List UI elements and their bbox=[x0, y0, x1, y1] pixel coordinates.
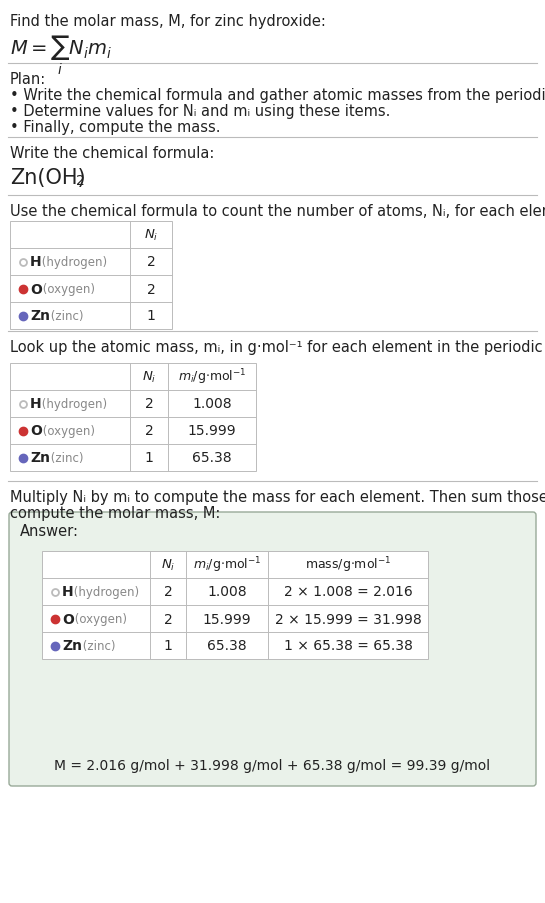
Text: Zn: Zn bbox=[30, 451, 50, 465]
FancyBboxPatch shape bbox=[9, 512, 536, 787]
Text: $m_i$/g$\cdot$mol$^{-1}$: $m_i$/g$\cdot$mol$^{-1}$ bbox=[178, 368, 246, 386]
Text: (zinc): (zinc) bbox=[79, 639, 116, 652]
Text: 2: 2 bbox=[164, 612, 172, 626]
Bar bbox=[42, 552, 428, 659]
Text: 1 × 65.38 = 65.38: 1 × 65.38 = 65.38 bbox=[283, 638, 413, 653]
Text: (oxygen): (oxygen) bbox=[39, 424, 95, 438]
Text: $N_i$: $N_i$ bbox=[161, 557, 175, 573]
Text: Use the chemical formula to count the number of atoms, Nᵢ, for each element:: Use the chemical formula to count the nu… bbox=[10, 204, 545, 219]
Text: O: O bbox=[62, 612, 74, 626]
Text: Zn: Zn bbox=[30, 309, 50, 323]
Text: • Determine values for Nᵢ and mᵢ using these items.: • Determine values for Nᵢ and mᵢ using t… bbox=[10, 104, 390, 119]
Text: 2: 2 bbox=[147, 256, 155, 269]
Text: $N_i$: $N_i$ bbox=[142, 369, 156, 385]
Text: 2: 2 bbox=[164, 585, 172, 599]
Text: Answer:: Answer: bbox=[20, 524, 79, 538]
Text: Plan:: Plan: bbox=[10, 72, 46, 87]
Text: (zinc): (zinc) bbox=[47, 452, 83, 464]
Text: $N_i$: $N_i$ bbox=[144, 228, 158, 243]
Text: compute the molar mass, M:: compute the molar mass, M: bbox=[10, 506, 220, 520]
Text: 1: 1 bbox=[164, 638, 172, 653]
Text: (hydrogen): (hydrogen) bbox=[70, 585, 139, 599]
Text: 1.008: 1.008 bbox=[207, 585, 247, 599]
Text: • Write the chemical formula and gather atomic masses from the periodic table.: • Write the chemical formula and gather … bbox=[10, 88, 545, 103]
Text: O: O bbox=[30, 282, 42, 296]
Text: (hydrogen): (hydrogen) bbox=[38, 256, 107, 269]
Text: 1.008: 1.008 bbox=[192, 397, 232, 411]
Text: mass/g$\cdot$mol$^{-1}$: mass/g$\cdot$mol$^{-1}$ bbox=[305, 555, 391, 574]
Text: O: O bbox=[30, 424, 42, 438]
Bar bbox=[10, 222, 172, 330]
Text: (hydrogen): (hydrogen) bbox=[38, 397, 107, 411]
Text: 15.999: 15.999 bbox=[203, 612, 251, 626]
Text: 2: 2 bbox=[76, 173, 85, 188]
Text: Find the molar mass, M, for zinc hydroxide:: Find the molar mass, M, for zinc hydroxi… bbox=[10, 14, 326, 29]
Text: Zn: Zn bbox=[62, 638, 82, 653]
Text: $M = \sum_i N_i m_i$: $M = \sum_i N_i m_i$ bbox=[10, 34, 112, 77]
Text: H: H bbox=[30, 256, 41, 269]
Text: M = 2.016 g/mol + 31.998 g/mol + 65.38 g/mol = 99.39 g/mol: M = 2.016 g/mol + 31.998 g/mol + 65.38 g… bbox=[54, 759, 490, 772]
Text: (oxygen): (oxygen) bbox=[39, 283, 95, 295]
Text: Multiply Nᵢ by mᵢ to compute the mass for each element. Then sum those values to: Multiply Nᵢ by mᵢ to compute the mass fo… bbox=[10, 489, 545, 505]
Text: 15.999: 15.999 bbox=[187, 424, 237, 438]
Text: • Finally, compute the mass.: • Finally, compute the mass. bbox=[10, 120, 221, 135]
Text: Zn(OH): Zn(OH) bbox=[10, 168, 86, 188]
Text: 2: 2 bbox=[144, 397, 153, 411]
Text: (oxygen): (oxygen) bbox=[71, 612, 127, 625]
Bar bbox=[10, 364, 256, 471]
Text: 2 × 1.008 = 2.016: 2 × 1.008 = 2.016 bbox=[283, 585, 413, 599]
Text: 1: 1 bbox=[147, 309, 155, 323]
Text: Look up the atomic mass, mᵢ, in g·mol⁻¹ for each element in the periodic table:: Look up the atomic mass, mᵢ, in g·mol⁻¹ … bbox=[10, 340, 545, 355]
Text: H: H bbox=[62, 585, 74, 599]
Text: 65.38: 65.38 bbox=[207, 638, 247, 653]
Text: $m_i$/g$\cdot$mol$^{-1}$: $m_i$/g$\cdot$mol$^{-1}$ bbox=[193, 555, 261, 574]
Text: 1: 1 bbox=[144, 451, 154, 465]
Text: (zinc): (zinc) bbox=[47, 310, 83, 322]
Text: H: H bbox=[30, 397, 41, 411]
Text: Write the chemical formula:: Write the chemical formula: bbox=[10, 146, 214, 161]
Text: 2: 2 bbox=[147, 282, 155, 296]
Text: 2 × 15.999 = 31.998: 2 × 15.999 = 31.998 bbox=[275, 612, 421, 626]
Text: 2: 2 bbox=[144, 424, 153, 438]
Text: 65.38: 65.38 bbox=[192, 451, 232, 465]
